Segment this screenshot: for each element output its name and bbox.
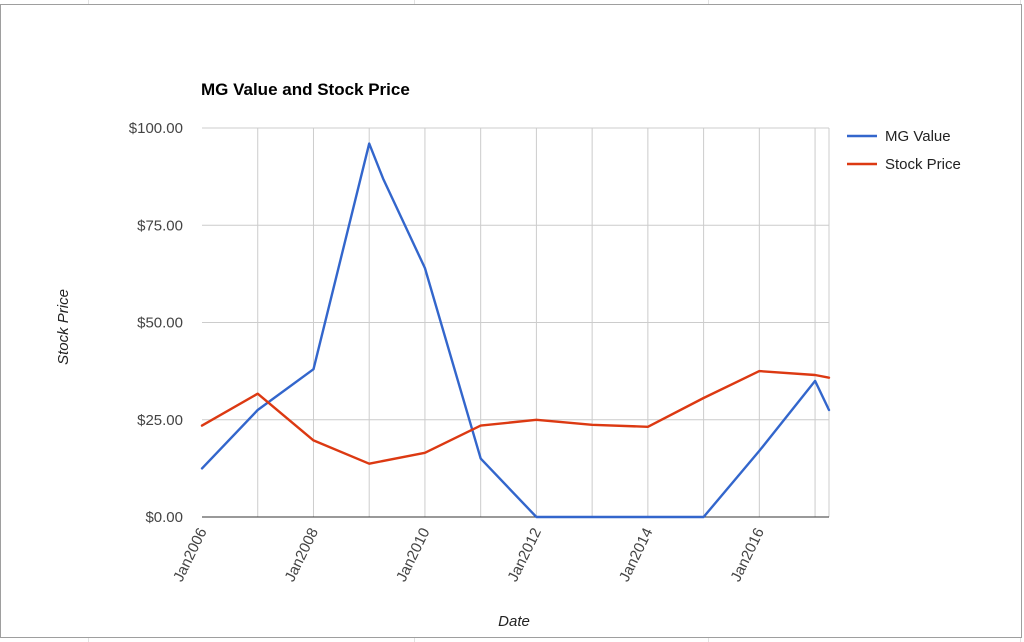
x-tick-label: Jan2012: [504, 525, 545, 584]
y-tick-label: $100.00: [129, 120, 183, 137]
series-lines: [200, 142, 831, 519]
x-tick-label: Jan2010: [393, 525, 434, 584]
y-tick-label: $50.00: [137, 315, 183, 332]
x-tick-label: Jan2014: [616, 525, 657, 584]
x-tick-label: Jan2008: [282, 525, 323, 584]
chart-container[interactable]: MG Value and Stock Price $0.00 $25.00 $50.…: [0, 4, 1022, 638]
line-chart: MG Value and Stock Price $0.00 $25.00 $50.…: [55, 80, 961, 630]
y-tick-label: $75.00: [137, 217, 183, 234]
series-line-stock-price: [200, 369, 831, 465]
x-axis-label: Date: [498, 613, 530, 630]
legend-label: MG Value: [885, 128, 951, 145]
y-axis-tick-labels: $0.00 $25.00 $50.00 $75.00 $100.00: [129, 120, 183, 526]
y-tick-label: $25.00: [137, 412, 183, 429]
y-tick-label: $0.00: [145, 509, 183, 526]
x-tick-label: Jan2006: [170, 525, 211, 584]
legend-label: Stock Price: [885, 156, 961, 173]
series-line-mg-value: [200, 142, 831, 519]
chart-title: MG Value and Stock Price: [201, 80, 410, 99]
legend: MG Value Stock Price: [847, 128, 961, 173]
x-axis-tick-labels: Jan2006 Jan2008 Jan2010 Jan2012 Jan2014 Jan20…: [170, 525, 768, 584]
y-axis-label: Stock Price: [55, 289, 72, 365]
x-tick-label: Jan2016: [727, 525, 768, 584]
y-gridlines: [202, 127, 829, 421]
